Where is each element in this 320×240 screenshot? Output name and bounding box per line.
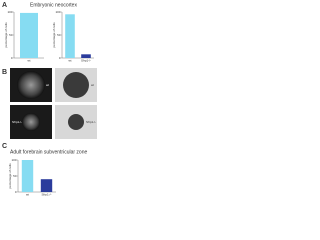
y-tick-label: 0 — [11, 56, 13, 60]
y-axis-label: percentage of cells — [4, 22, 8, 48]
x-tick-label: Sfrp1-/- — [41, 192, 51, 196]
panel-label: B — [2, 69, 7, 76]
y-tick-label: 0 — [15, 190, 17, 194]
image-label: wt — [91, 83, 94, 87]
y-tick-label: 0 — [59, 56, 61, 60]
bar — [40, 179, 53, 192]
y-tick-label: 50 — [57, 33, 61, 37]
y-tick-label: 100 — [55, 10, 60, 14]
x-tick-label: wt — [69, 58, 72, 62]
bar — [21, 160, 34, 192]
bar — [81, 54, 91, 58]
y-tick-label: 100 — [7, 10, 12, 14]
figure: A Embryonic neocortex B wt wt Sfrp1-/- S… — [2, 2, 97, 196]
y-tick-label: 100 — [11, 158, 16, 162]
neurosphere — [68, 114, 84, 130]
panel-label: C — [2, 143, 7, 150]
y-tick-label: 50 — [9, 33, 13, 37]
neurosphere — [63, 72, 89, 98]
bar — [20, 12, 38, 59]
panel-title: Adult forebrain subventricular zone — [10, 149, 87, 155]
y-axis-label: percentage of cells — [52, 22, 56, 48]
image-label: wt — [46, 83, 49, 87]
image-label: Sfrp1-/- — [86, 120, 96, 124]
bar — [65, 14, 75, 59]
y-tick-label: 50 — [13, 174, 17, 178]
neurosphere — [17, 71, 45, 99]
neurosphere — [22, 113, 40, 131]
x-tick-label: wt — [28, 58, 31, 62]
x-tick-label: Sfrp1-/- — [81, 58, 91, 62]
x-tick-label: wt — [26, 192, 29, 196]
y-axis-label: percentage of cells — [8, 163, 12, 189]
panel-title: Embryonic neocortex — [30, 2, 77, 8]
panel-label: A — [2, 2, 7, 9]
image-label: Sfrp1-/- — [12, 120, 22, 124]
